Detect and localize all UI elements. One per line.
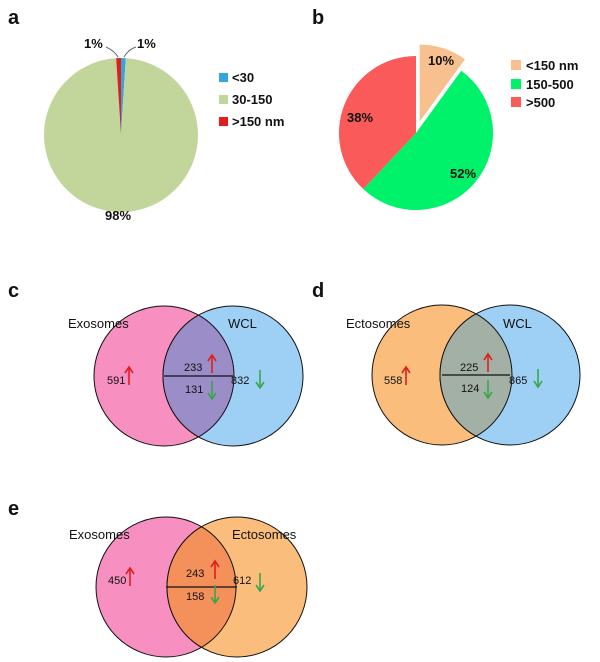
panel-letter-d: d	[312, 280, 324, 302]
venn-label-right: WCL	[503, 316, 532, 331]
count-right-only: 865	[509, 375, 527, 387]
count-left-only: 558	[384, 375, 402, 387]
up-arrow-icon	[210, 559, 220, 579]
legend-swatch-lt150nm	[511, 60, 521, 70]
venn-diagram-d: Ectosomes WCL 558 225 124 865	[346, 304, 581, 446]
legend-label-lt30: <30	[232, 70, 254, 85]
pie-b-label-gt500: 38%	[347, 110, 373, 125]
pie-chart-a: 1% 1% 98%	[43, 36, 198, 223]
venn-diagram-c: Exosomes WCL 591 233 131 832	[68, 305, 304, 447]
pie-slice-gt150nm	[116, 57, 121, 135]
count-intersect-down: 158	[186, 591, 204, 603]
pie-slice-lt150nm	[419, 44, 465, 122]
venn-diagram-e: Exosomes Ectosomes 450 243 158 612	[69, 516, 308, 658]
pie-chart-b: 10% 52% 38%	[339, 44, 494, 211]
count-intersect-down: 124	[461, 383, 479, 395]
legend-swatch-gt150nm	[219, 117, 228, 126]
venn-label-left: Exosomes	[68, 316, 129, 331]
venn-label-right: WCL	[228, 316, 257, 331]
up-arrow-icon	[207, 353, 217, 373]
legend-swatch-gt500	[511, 97, 521, 107]
count-intersect-up: 243	[186, 568, 204, 580]
panel-letter-c: c	[8, 280, 19, 302]
pie-b-label-150-500: 52%	[450, 166, 476, 181]
venn-label-left: Exosomes	[69, 527, 130, 542]
panel-letter-e: e	[8, 498, 19, 520]
pie-a-label-gt150: 1%	[84, 36, 103, 51]
leader-line-right	[123, 46, 137, 58]
up-arrow-icon	[124, 365, 134, 385]
legend-b: <150 nm 150-500 >500	[511, 58, 578, 110]
pie-b-label-lt150nm: 10%	[428, 53, 454, 68]
pie-a-label-lt30: 1%	[137, 36, 156, 51]
count-intersect-up: 233	[184, 362, 202, 374]
count-right-only: 832	[231, 375, 249, 387]
up-arrow-icon	[125, 566, 135, 586]
venn-label-right: Ectosomes	[232, 527, 297, 542]
legend-label-150-500: 150-500	[526, 77, 574, 92]
legend-swatch-150-500	[511, 79, 521, 89]
legend-label-gt500: >500	[526, 95, 555, 110]
down-arrow-icon	[483, 380, 493, 400]
panel-letter-b: b	[312, 7, 324, 29]
leader-line-left	[105, 46, 119, 58]
down-arrow-icon	[255, 370, 265, 390]
pie-a-label-30-150: 98%	[105, 208, 131, 223]
legend-swatch-30-150	[219, 95, 228, 104]
pie-slice-150-500	[363, 70, 494, 211]
count-intersect-up: 225	[460, 362, 478, 374]
count-left-only: 591	[107, 375, 125, 387]
legend-label-30-150: 30-150	[232, 92, 272, 107]
legend-a: <30 30-150 >150 nm	[219, 70, 284, 129]
down-arrow-icon	[207, 381, 217, 401]
pie-slice-30-150	[43, 58, 198, 212]
count-intersect-down: 131	[185, 384, 203, 396]
down-arrow-icon	[255, 573, 265, 593]
down-arrow-icon	[210, 585, 220, 605]
count-right-only: 612	[233, 575, 251, 587]
up-arrow-icon	[483, 352, 493, 372]
pie-slice-lt30	[121, 57, 126, 135]
panel-letter-a: a	[8, 7, 20, 29]
legend-swatch-lt30	[219, 73, 228, 82]
legend-label-lt150nm: <150 nm	[526, 58, 578, 73]
down-arrow-icon	[533, 369, 543, 389]
up-arrow-icon	[401, 365, 411, 385]
venn-label-left: Ectosomes	[346, 316, 411, 331]
count-left-only: 450	[108, 575, 126, 587]
pie-slice-gt500	[339, 56, 416, 190]
legend-label-gt150nm: >150 nm	[232, 114, 284, 129]
